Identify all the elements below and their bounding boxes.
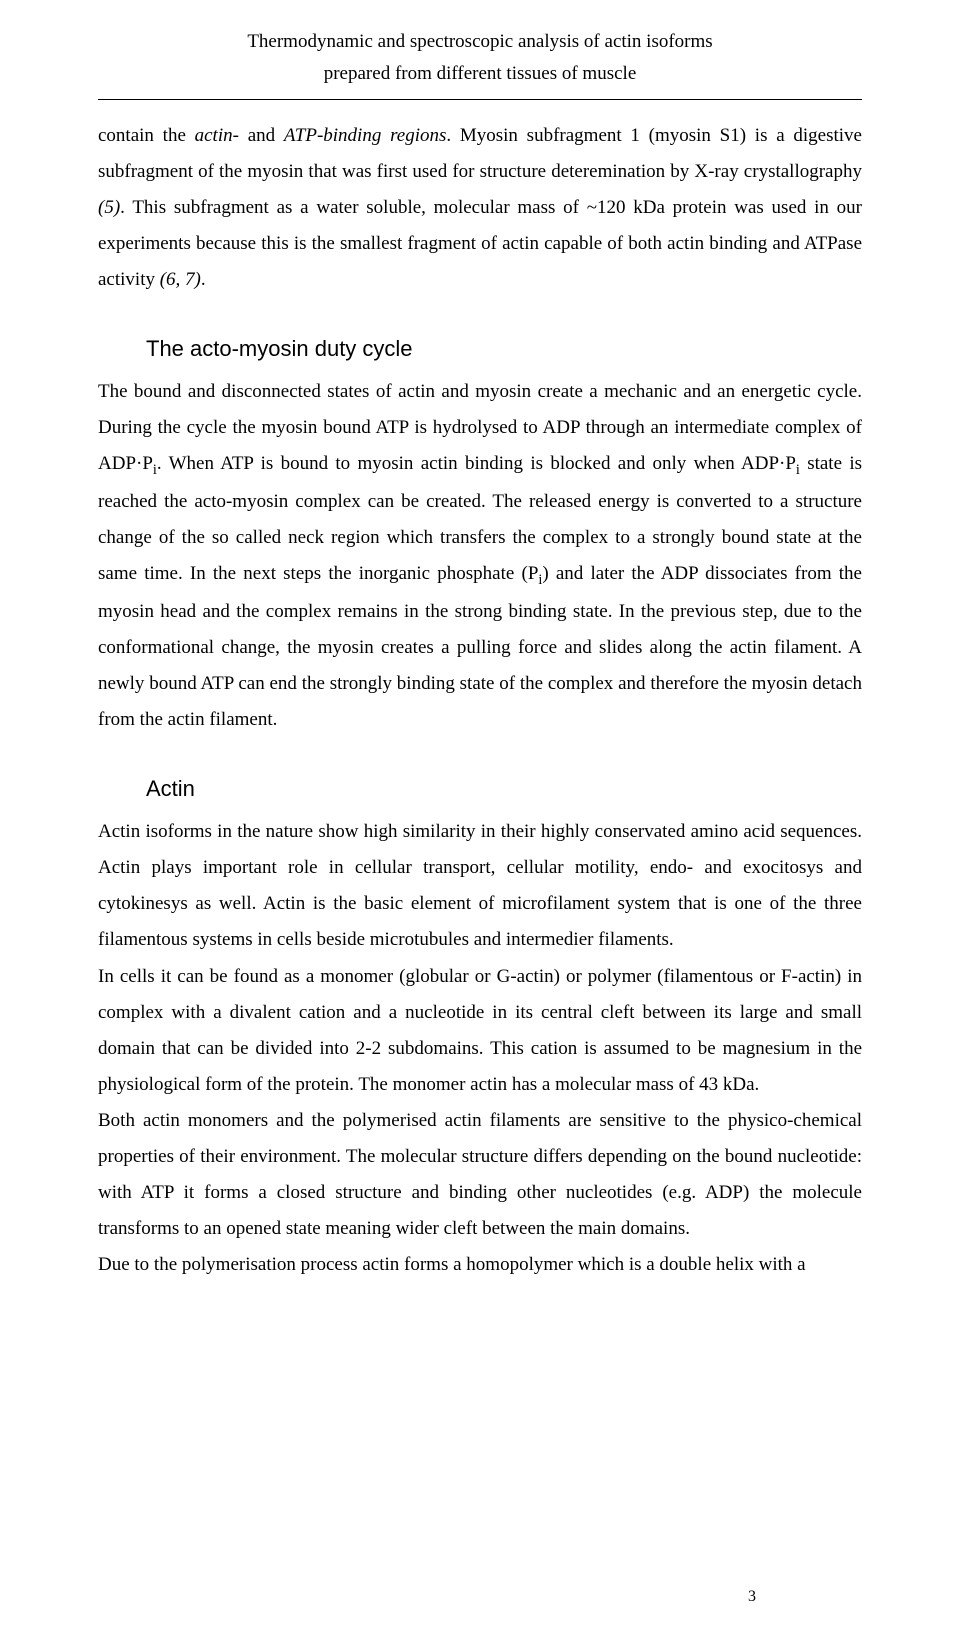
header-line-1: Thermodynamic and spectroscopic analysis… (98, 26, 862, 58)
p1-italic3: (5) (98, 197, 120, 218)
p2-d: ) and later the ADP dissociates from the… (98, 563, 862, 730)
paragraph-5: Both actin monomers and the polymerised … (98, 1103, 862, 1247)
header-line-2: prepared from different tissues of muscl… (98, 58, 862, 90)
p1-a: contain the (98, 125, 195, 146)
paragraph-4: In cells it can be found as a monomer (g… (98, 959, 862, 1103)
p2-b: . When ATP is bound to myosin actin bind… (157, 453, 796, 474)
p1-e: . (201, 269, 206, 290)
p1-italic4: (6, 7) (160, 269, 201, 290)
heading-acto-myosin: The acto-myosin duty cycle (98, 328, 862, 370)
p1-b: - and (233, 125, 284, 146)
p1-d: . This subfragment as a water soluble, m… (98, 197, 862, 290)
paragraph-2: The bound and disconnected states of act… (98, 374, 862, 738)
page-number: 3 (748, 1582, 756, 1612)
heading-actin: Actin (98, 768, 862, 810)
paragraph-6: Due to the polymerisation process actin … (98, 1247, 862, 1283)
page-header: Thermodynamic and spectroscopic analysis… (98, 26, 862, 100)
paragraph-3: Actin isoforms in the nature show high s… (98, 814, 862, 958)
paragraph-1: contain the actin- and ATP-binding regio… (98, 118, 862, 298)
p1-italic2: ATP-binding regions (284, 125, 447, 146)
p1-italic1: actin (195, 125, 233, 146)
